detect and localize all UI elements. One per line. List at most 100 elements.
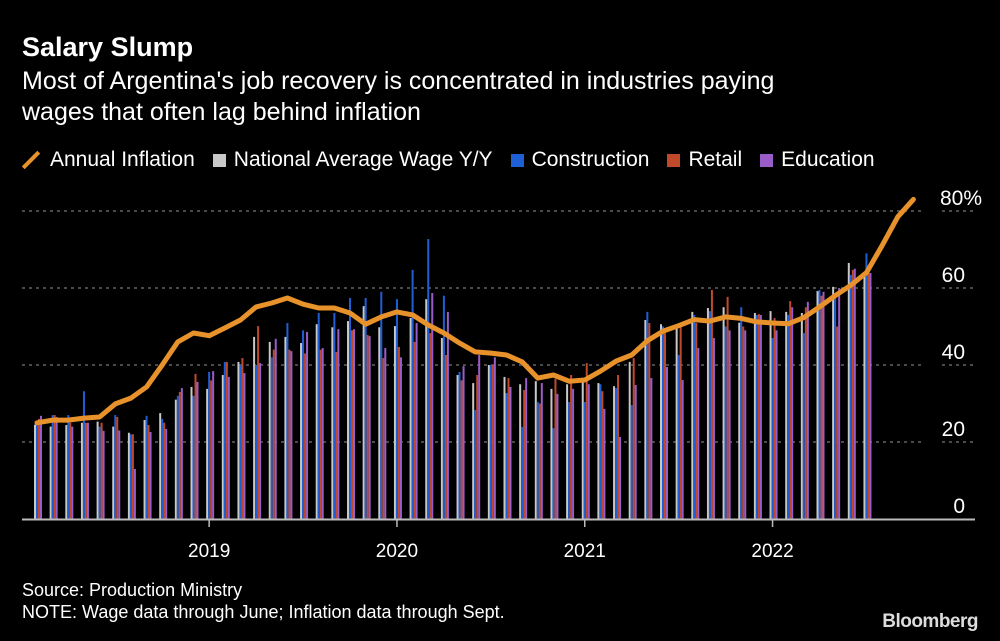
legend-item-inflation: Annual Inflation [21,148,195,172]
bar-construction [568,401,571,519]
bar-construction [583,401,586,519]
bar-construction [677,354,680,519]
bar-retail [210,380,213,519]
bar-national-wage [112,426,115,519]
bar-national-wage [769,311,772,519]
bar-education [55,416,58,519]
bar-education [525,378,528,519]
bar-construction [380,291,383,519]
bar-retail [397,346,400,519]
bar-national-wage [472,383,475,519]
bar-retail [351,330,353,519]
bar-construction [364,298,367,519]
chart-title: Salary Slump [22,32,194,62]
bar-construction [662,326,664,519]
bar-construction [442,295,445,519]
y-tick-label: 40 [942,341,965,364]
bar-national-wage [284,336,287,519]
legend-label: National Average Wage Y/Y [233,148,493,171]
bar-construction [849,274,852,519]
bar-national-wage [722,307,725,519]
bar-education [478,354,481,519]
bar-retail [648,323,651,519]
bar-retail [38,418,40,519]
bar-national-wage [347,321,349,519]
bar-retail [664,333,666,519]
bar-construction [161,418,164,519]
legend-label: Construction [531,148,650,171]
bar-national-wage [566,384,569,519]
bar-education [118,430,121,519]
bar-retail [257,326,260,519]
bar-education [180,388,183,519]
bar-education [806,301,809,519]
bar-construction [317,313,320,519]
bar-construction [755,314,758,519]
bar-national-wage [519,384,522,519]
bar-construction [129,434,132,519]
bar-national-wage [487,365,490,519]
bar-construction [865,253,868,519]
legend-label: Annual Inflation [50,148,195,171]
square-swatch-icon [667,153,681,167]
bar-education [572,388,575,519]
bar-construction [411,269,414,519]
bar-national-wage [34,424,36,519]
bar-national-wage [863,276,866,519]
bar-retail [53,415,56,519]
bar-construction [834,298,837,519]
bar-construction [724,326,727,519]
bar-education [133,468,136,519]
legend: Annual Inflation National Average Wage Y… [21,148,893,172]
bar-education [71,426,74,519]
bar-education [196,381,199,519]
bar-education [384,348,387,519]
y-tick-label: 60 [942,264,965,287]
bar-national-wage [847,262,850,519]
bar-education [243,373,246,519]
legend-label: Retail [688,148,743,171]
bar-construction [599,384,602,519]
bar-education [446,311,449,519]
bar-education [86,422,89,519]
bar-construction [349,298,351,519]
bar-national-wage [127,432,130,519]
bar-retail [554,378,557,519]
bar-education [697,348,700,519]
line-annual-inflation [34,196,916,426]
bar-education [728,330,731,519]
y-tick-label: 80% [940,187,982,210]
bar-education [353,329,355,519]
bar-national-wage [221,375,224,519]
bar-education [540,383,543,519]
bar-retail [194,373,197,519]
bar-construction [458,371,461,519]
bar-retail [523,390,526,519]
bar-national-wage [581,381,584,519]
bar-construction [536,401,539,519]
bar-national-wage [425,299,428,519]
bar-retail [163,422,166,519]
legend-item-national-wage: National Average Wage Y/Y [212,148,493,172]
bar-retail [476,375,479,519]
bar-construction [630,405,633,519]
bar-national-wage [49,426,52,519]
bar-education [744,330,747,519]
bar-education [509,386,512,519]
bar-national-wage [159,413,162,519]
bar-construction [114,415,117,519]
bar-national-wage [315,324,318,519]
bar-retail [288,349,291,519]
bar-construction [239,365,242,519]
bar-retail [84,422,87,519]
bar-retail [726,296,729,519]
bar-retail [382,358,385,519]
bar-national-wage [300,343,303,519]
bar-national-wage [96,421,99,519]
bar-national-wage [80,422,83,519]
bar-retail [366,334,369,519]
square-swatch-icon [510,153,524,167]
bar-retail [836,326,839,519]
bar-retail [147,425,150,519]
bar-retail [444,354,447,519]
